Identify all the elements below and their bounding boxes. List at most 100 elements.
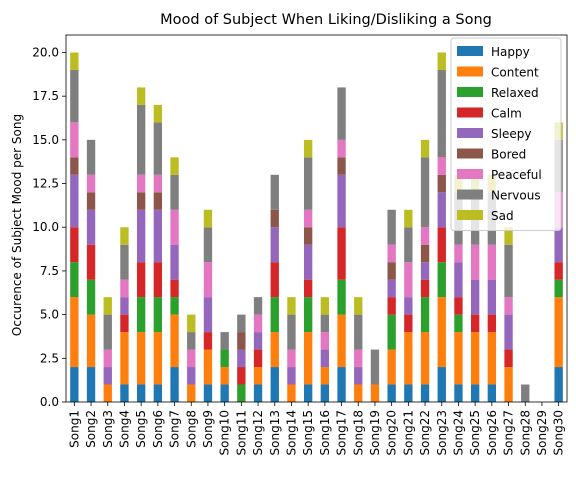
- bar-content-song4: [120, 332, 129, 385]
- bar-bored-song6: [153, 192, 163, 210]
- bar-content-song7: [170, 314, 179, 368]
- bar-bored-song13: [270, 209, 279, 228]
- bar-happy-song30: [554, 367, 563, 402]
- bar-peaceful-song9: [203, 262, 213, 298]
- bar-calm-song12: [253, 349, 263, 368]
- bar-nervous-song28: [521, 384, 530, 402]
- bar-sleepy-song23: [437, 192, 446, 228]
- bar-happy-song10: [220, 384, 229, 402]
- bar-calm-song7: [170, 279, 179, 298]
- bar-happy-song2: [86, 367, 96, 402]
- x-tick-label: Song21: [401, 410, 415, 455]
- bar-peaceful-song18: [354, 349, 363, 368]
- legend-swatch-sad: [457, 210, 483, 220]
- bar-bored-song1: [70, 157, 79, 175]
- bar-calm-song13: [270, 262, 279, 298]
- bar-sleepy-song7: [170, 244, 179, 280]
- bar-bored-song17: [337, 157, 346, 175]
- bar-peaceful-song6: [153, 174, 163, 193]
- bar-content-song23: [437, 297, 446, 368]
- bar-sleepy-song25: [470, 279, 480, 315]
- bar-happy-song5: [136, 384, 146, 402]
- bar-bored-song5: [136, 192, 146, 210]
- bar-content-song6: [153, 332, 163, 385]
- bar-calm-song27: [504, 349, 513, 368]
- bar-sad-song4: [120, 227, 129, 245]
- legend-swatch-bored: [457, 148, 483, 159]
- x-tick-label: Song11: [234, 410, 248, 455]
- bar-nervous-song11: [237, 314, 246, 333]
- bar-content-song25: [470, 332, 480, 385]
- x-tick-label: Song1: [67, 410, 81, 448]
- bar-content-song14: [287, 384, 296, 402]
- bar-calm-song6: [153, 262, 163, 298]
- bar-nervous-song20: [387, 209, 396, 245]
- bar-content-song30: [554, 297, 563, 368]
- x-tick-label: Song9: [201, 410, 215, 448]
- bar-content-song16: [320, 367, 330, 385]
- bar-happy-song4: [120, 384, 129, 402]
- bar-content-song18: [354, 384, 363, 402]
- bar-sad-song27: [504, 227, 513, 245]
- x-tick-label: Song15: [301, 410, 315, 455]
- bar-happy-song26: [487, 384, 497, 402]
- bar-happy-song15: [303, 384, 313, 402]
- bar-relaxed-song6: [153, 297, 163, 333]
- bar-peaceful-song2: [86, 174, 96, 193]
- x-tick-label: Song5: [134, 410, 148, 448]
- bar-sad-song16: [320, 297, 330, 315]
- x-tick-label: Song16: [318, 410, 332, 455]
- bar-nervous-song15: [303, 157, 313, 210]
- bar-sleepy-song8: [187, 367, 196, 385]
- bar-happy-song23: [437, 367, 446, 402]
- legend-label-bored: Bored: [491, 148, 526, 162]
- bar-relaxed-song22: [420, 297, 430, 333]
- bar-nervous-song2: [86, 139, 96, 175]
- legend-label-content: Content: [491, 66, 539, 80]
- x-tick-label: Song4: [117, 410, 131, 448]
- y-tick-label: 12.5: [32, 177, 59, 191]
- x-tick-label: Song2: [84, 410, 98, 448]
- bar-sleepy-song21: [404, 297, 413, 315]
- bar-sleepy-song17: [337, 174, 346, 228]
- bar-peaceful-song17: [337, 139, 346, 158]
- bar-peaceful-song15: [303, 209, 313, 228]
- bar-sad-song7: [170, 157, 179, 175]
- x-tick-label: Song8: [184, 410, 198, 448]
- bar-bored-song11: [237, 332, 246, 350]
- bar-content-song24: [454, 332, 463, 385]
- bar-sleepy-song30: [554, 227, 563, 263]
- bar-peaceful-song20: [387, 244, 396, 263]
- bar-peaceful-song7: [170, 209, 179, 245]
- bar-content-song9: [203, 349, 213, 385]
- bar-nervous-song7: [170, 174, 179, 210]
- bar-happy-song25: [470, 384, 480, 402]
- bar-content-song21: [404, 332, 413, 385]
- x-tick-label: Song10: [218, 410, 232, 455]
- bar-peaceful-song21: [404, 262, 413, 298]
- bar-relaxed-song13: [270, 297, 279, 333]
- bar-sleepy-song11: [237, 349, 246, 368]
- bar-sad-song6: [153, 104, 163, 123]
- y-tick-label: 20.0: [32, 45, 59, 59]
- bar-relaxed-song2: [86, 279, 96, 315]
- bar-content-song19: [370, 384, 380, 402]
- bar-content-song8: [187, 384, 196, 402]
- bar-sad-song15: [303, 139, 313, 158]
- x-tick-label: Song22: [418, 410, 432, 455]
- bar-bored-song15: [303, 227, 313, 245]
- bar-content-song27: [504, 367, 513, 402]
- bar-calm-song30: [554, 262, 563, 280]
- bar-nervous-song12: [253, 297, 263, 315]
- x-tick-label: Song13: [268, 410, 282, 455]
- bar-nervous-song5: [136, 104, 146, 175]
- bar-nervous-song17: [337, 87, 346, 140]
- bar-happy-song13: [270, 367, 279, 402]
- bar-sleepy-song15: [303, 244, 313, 280]
- legend-swatch-nervous: [457, 189, 483, 200]
- bar-relaxed-song1: [70, 262, 79, 298]
- legend-swatch-calm: [457, 107, 483, 118]
- bar-sleepy-song20: [387, 279, 396, 298]
- bar-peaceful-song25: [470, 244, 480, 280]
